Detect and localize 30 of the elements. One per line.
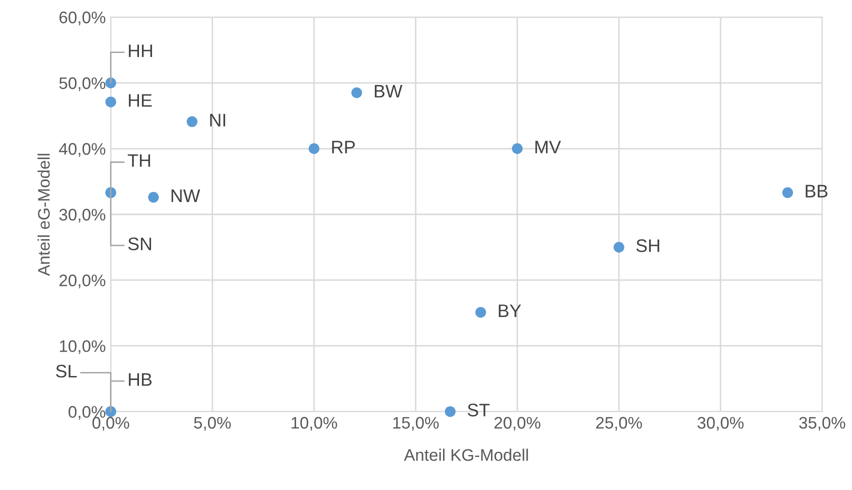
annotation: HE (128, 94, 152, 107)
annotation: HB (128, 373, 152, 386)
y-tick-label: 30,0% (59, 208, 106, 223)
annotation: TH (128, 154, 150, 167)
x-tick-label: 20,0% (494, 416, 540, 431)
y-tick-label: 50,0% (59, 77, 106, 92)
annotation: NI (210, 114, 226, 126)
annotation: BB (806, 184, 828, 198)
x-tick-label: 30,0% (698, 416, 744, 431)
annotation: NW (172, 190, 200, 202)
annotation: ST (468, 404, 490, 416)
x-axis-title: Anteil KG-Modell (404, 448, 528, 461)
x-tick-label: 35,0% (799, 416, 846, 431)
annotation: SH (636, 239, 660, 252)
annotation: SN (128, 238, 152, 250)
annotation: HH (128, 44, 152, 58)
x-tick-label: 5,0% (194, 416, 231, 431)
x-tick-label: 10,0% (292, 416, 338, 431)
annotation: SL (56, 364, 77, 378)
annotation: RP (332, 140, 355, 154)
y-tick-label: 40,0% (59, 143, 106, 157)
x-tick-label: 15,0% (393, 416, 439, 431)
annotation: BY (498, 304, 522, 317)
annotation: BW (374, 85, 402, 98)
annotation: MV (535, 140, 561, 154)
y-axis-title: Anteil eG-Modell (38, 154, 50, 276)
x-tick-label: 25,0% (596, 416, 642, 431)
y-tick-label: 20,0% (59, 274, 106, 288)
y-tick-label: 60,0% (59, 12, 106, 26)
y-tick-label: 10,0% (60, 340, 106, 354)
